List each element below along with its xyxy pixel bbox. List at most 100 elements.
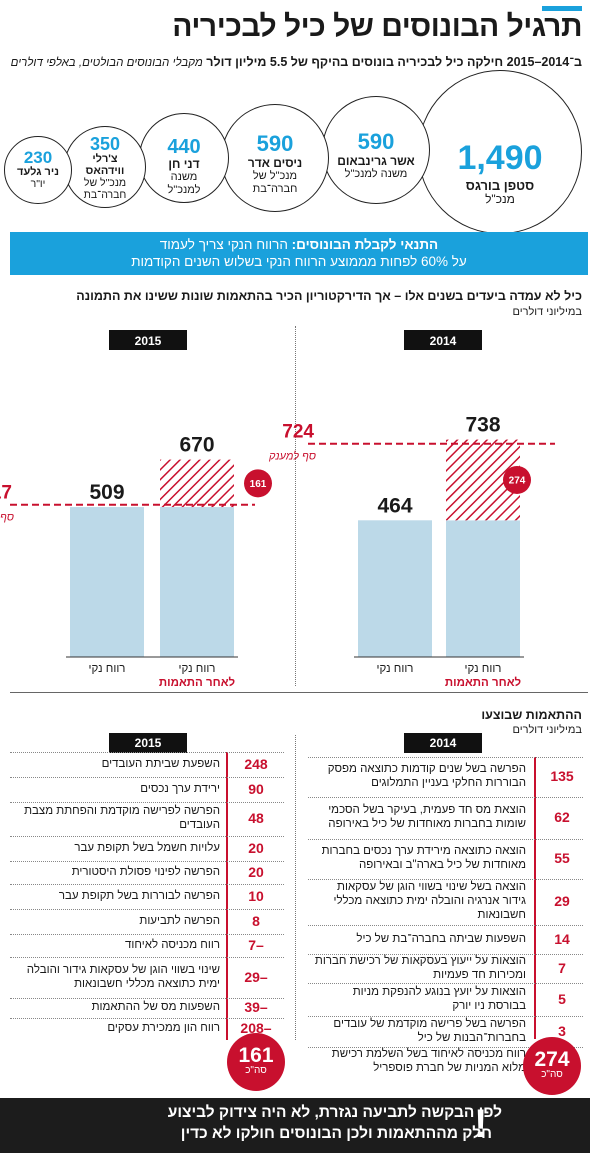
- table-row-divider: [308, 983, 583, 984]
- adjustment-label: ירידת ערך נכסים: [140, 782, 220, 795]
- footer-line-1: לפי הבקשה לתביעה נגזרת, לא היה צידוק לבי…: [167, 1104, 502, 1121]
- table-row-divider: [10, 836, 284, 837]
- page-title: תרגיל הבונוסים של כיל לבכיריה: [172, 10, 582, 43]
- adjustment-value: 14: [554, 930, 570, 947]
- table-2014-divider: [534, 757, 536, 1039]
- recipient-circle-2: 590 אשר גרינבאום משנה למנכ"ל: [322, 96, 430, 204]
- bar-value-label: 670: [179, 434, 214, 457]
- recipient-name: צ'רלי ווידהאס: [85, 153, 125, 178]
- recipient-name: ניסים אדר: [247, 156, 303, 170]
- recipient-role: מנכ"ל: [485, 192, 515, 207]
- recipient-amount: 440: [167, 136, 201, 158]
- adjustment-label: רווח מכניסה לאיחוד בשל השלמת רכישת מלוא …: [331, 1048, 526, 1074]
- recipient-role: מנכ"ל של חברה־בת: [252, 170, 298, 195]
- recipient-circle-4: 440 דני חן משנה למנכ"ל: [139, 113, 229, 203]
- bar-value-label: 509: [89, 481, 124, 504]
- adjustments-title: ההתאמות שבוצעו: [481, 708, 582, 722]
- adjustment-bubble: [244, 469, 272, 498]
- adjustment-value: 7: [558, 959, 566, 976]
- category-label: רווח נקי: [465, 663, 502, 675]
- bar-adjusted-base: [446, 520, 520, 657]
- total-value: 274: [534, 1048, 570, 1071]
- table-row-divider: [10, 957, 284, 958]
- adjustment-value: –208: [240, 1020, 272, 1036]
- adjustment-value: 90: [248, 780, 264, 797]
- recipient-amount: 590: [357, 129, 395, 154]
- category-label: רווח נקי: [89, 663, 126, 675]
- adjustment-label: הפרשה לפרישה מוקדמת והפחתת מצבת העובדים: [24, 805, 220, 831]
- total-2014-badge: 274 סה"כ: [523, 1037, 581, 1095]
- adjustment-label: רווח מכניסה לאיחוד: [125, 938, 220, 951]
- category-label: רווח נקי: [179, 663, 216, 675]
- table-2015-divider: [226, 752, 228, 1040]
- subtitle-main: ב־2014–2015 חילקה כיל לבכיריה בונוסים בה…: [206, 55, 582, 69]
- table-row-divider: [10, 998, 284, 999]
- total-value: 161: [238, 1044, 274, 1067]
- total-label: סה"כ: [245, 1065, 267, 1076]
- recipient-circle-1: 1,490 סטפן בורגס מנכ"ל: [418, 70, 582, 234]
- adjustment-value: 10: [248, 887, 264, 904]
- adjustment-value: 3: [558, 1022, 566, 1039]
- adjustment-label: הוצאה בשל שינוי בשווי הוגן של עסקאות גיד…: [333, 881, 526, 921]
- table-row-divider: [10, 909, 284, 910]
- category-label: רווח נקי: [377, 663, 414, 675]
- adjustment-label: הפרשה לתביעות: [139, 914, 220, 927]
- page-subtitle: ב־2014–2015 חילקה כיל לבכיריה בונוסים בה…: [11, 55, 582, 69]
- adjustment-value: 20: [248, 839, 264, 856]
- chart-section-title: כיל לא עמדה ביעדים בשנים אלו – אך הדירקט…: [76, 289, 582, 303]
- recipient-name: ניר גלעד: [17, 166, 59, 178]
- adjustment-label: עלויות חשמל בשל תקופת עבר: [74, 841, 220, 854]
- recipient-name: דני חן: [168, 157, 200, 171]
- total-2015-badge: 161 סה"כ: [227, 1033, 285, 1091]
- threshold-label: סף למענק: [0, 511, 14, 524]
- recipient-circle-5: 350 צ'רלי ווידהאס מנכ"ל של חברה־בת: [64, 126, 146, 208]
- chart-year-box: [404, 330, 482, 350]
- recipient-amount: 230: [23, 148, 53, 167]
- adjustment-bubble: [503, 465, 531, 494]
- tables-divider: [295, 735, 296, 1040]
- total-label: סה"כ: [541, 1069, 563, 1080]
- bar-adjustment-hatched: [160, 459, 234, 508]
- chart-section-unit: במיליוני דולרים: [512, 306, 583, 318]
- adjustment-value: 48: [248, 810, 264, 826]
- table-row-divider: [10, 777, 284, 778]
- condition-banner: התנאי לקבלת הבונוסים: הרווח הנקי צריך לע…: [10, 232, 588, 275]
- adjustment-label: השפעות שביתה בחברה־בת של כיל: [356, 932, 526, 945]
- threshold-value: 724: [282, 422, 314, 443]
- adjustment-value: 62: [554, 809, 570, 825]
- banner-text-1: הרווח הנקי צריך לעמוד: [159, 237, 288, 252]
- table-row-divider: [308, 954, 583, 955]
- chart-year-box: [109, 330, 187, 350]
- exclamation-icon: !: [474, 1102, 488, 1146]
- recipient-circle-6: 230 ניר גלעד יו"ר: [4, 136, 72, 204]
- footer-banner: ! לפי הבקשה לתביעה נגזרת, לא היה צידוק ל…: [0, 1098, 590, 1153]
- chart-year-label: 2015: [135, 334, 162, 348]
- adjustment-value: 135: [550, 768, 574, 784]
- adjustment-bubble-label: 274: [509, 475, 526, 486]
- table-row-divider: [308, 925, 583, 926]
- adjustment-value: 5: [558, 990, 566, 1007]
- table-year-2015: 2015: [109, 733, 187, 753]
- table-row-divider: [10, 802, 284, 803]
- adjustment-label: הפרשה בשל פרישה מוקדמת של עובדים בחברות־…: [333, 1017, 526, 1044]
- adjustment-label: שינוי בשווי הוגן של עסקאות גידור והובלה …: [26, 963, 220, 990]
- bar-value-label: 738: [465, 414, 500, 437]
- table-year-2014: 2014: [404, 733, 482, 753]
- adjustment-value: 8: [252, 912, 260, 929]
- table-row-divider: [308, 757, 583, 758]
- threshold-value: 517: [0, 483, 12, 504]
- table-row-divider: [10, 1018, 284, 1019]
- recipient-role: משנה למנכ"ל: [167, 171, 201, 196]
- recipient-amount: 350: [89, 134, 121, 154]
- table-row-divider: [10, 861, 284, 862]
- adjustment-label: השפעות מס של ההתאמות: [91, 1001, 220, 1014]
- table-row-divider: [308, 797, 583, 798]
- recipient-amount: 590: [256, 131, 294, 156]
- bar-net-profit: [358, 520, 432, 657]
- chart-divider: [295, 326, 296, 686]
- adjustment-label: השפעת שביתת העובדים: [101, 757, 220, 770]
- threshold-label: סף למענק: [268, 450, 316, 463]
- banner-text-2: על 60% לפחות מממוצע הרווח הנקי בשלוש השנ…: [131, 254, 467, 269]
- adjustment-label: רווח הון ממכירת עסקים: [107, 1022, 220, 1035]
- table-row-divider: [308, 1047, 583, 1048]
